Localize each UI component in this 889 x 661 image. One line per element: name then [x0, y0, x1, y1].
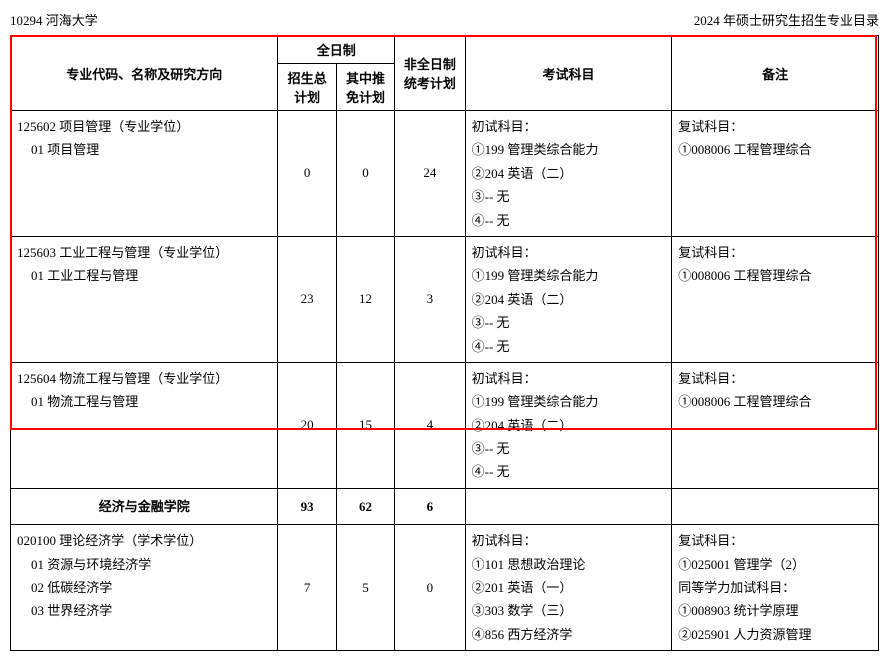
table-body: 125602 项目管理（专业学位）01 项目管理0024初试科目：①199 管理… [11, 111, 879, 651]
dept-row: 经济与金融学院93626 [11, 488, 879, 524]
direction-item: 03 世界经济学 [17, 599, 271, 622]
exam-cell: 初试科目：①199 管理类综合能力②204 英语（二）③-- 无④-- 无 [465, 236, 672, 362]
th-parttime: 非全日制统考计划 [395, 36, 466, 111]
note-cell: 复试科目：①008006 工程管理综合 [672, 236, 879, 362]
page-header: 10294 河海大学 2024 年硕士研究生招生专业目录 [10, 10, 879, 29]
plan-cell: 20 [278, 362, 336, 488]
rec-cell: 62 [336, 488, 394, 524]
direction-item: 01 工业工程与管理 [17, 264, 271, 287]
th-exam: 考试科目 [465, 36, 672, 111]
major-title: 125603 工业工程与管理（专业学位） [17, 245, 228, 260]
plan-cell: 0 [278, 111, 336, 237]
rec-cell: 0 [336, 111, 394, 237]
parttime-cell: 3 [395, 236, 466, 362]
exam-cell [465, 488, 672, 524]
plan-cell: 93 [278, 488, 336, 524]
table-row: 125604 物流工程与管理（专业学位） 01 物流工程与管理 20154初试科目：… [11, 362, 879, 488]
note-cell: 复试科目：①008006 工程管理综合 [672, 111, 879, 237]
th-rec: 其中推免计划 [336, 64, 394, 111]
th-major: 专业代码、名称及研究方向 [11, 36, 278, 111]
major-cell: 经济与金融学院 [11, 488, 278, 524]
major-cell: 125604 物流工程与管理（专业学位） 01 物流工程与管理 [11, 362, 278, 488]
major-cell: 125602 项目管理（专业学位） 01 项目管理 [11, 111, 278, 237]
rec-cell: 12 [336, 236, 394, 362]
table-head: 专业代码、名称及研究方向 全日制 非全日制统考计划 考试科目 备注 招生总计划 … [11, 36, 879, 111]
direction-item: 01 物流工程与管理 [17, 390, 271, 413]
catalog-table: 专业代码、名称及研究方向 全日制 非全日制统考计划 考试科目 备注 招生总计划 … [10, 35, 879, 651]
parttime-cell: 24 [395, 111, 466, 237]
major-title: 020100 理论经济学（学术学位） [17, 533, 202, 548]
header-left: 10294 河海大学 [10, 10, 98, 29]
table-row: 125603 工业工程与管理（专业学位） 01 工业工程与管理 23123初试科目：… [11, 236, 879, 362]
exam-cell: 初试科目：①199 管理类综合能力②204 英语（二）③-- 无④-- 无 [465, 111, 672, 237]
parttime-cell: 6 [395, 488, 466, 524]
th-fulltime: 全日制 [278, 36, 395, 64]
direction-item: 01 项目管理 [17, 138, 271, 161]
exam-cell: 初试科目：①199 管理类综合能力②204 英语（二）③-- 无④-- 无 [465, 362, 672, 488]
page-container: 10294 河海大学 2024 年硕士研究生招生专业目录 专业代码、名称及研究方… [10, 10, 879, 651]
note-cell [672, 488, 879, 524]
header-right: 2024 年硕士研究生招生专业目录 [694, 10, 879, 29]
parttime-cell: 4 [395, 362, 466, 488]
plan-cell: 23 [278, 236, 336, 362]
note-cell: 复试科目：①008006 工程管理综合 [672, 362, 879, 488]
major-title: 125604 物流工程与管理（专业学位） [17, 371, 228, 386]
direction-item: 01 资源与环境经济学 [17, 553, 271, 576]
major-cell: 125603 工业工程与管理（专业学位） 01 工业工程与管理 [11, 236, 278, 362]
th-plan: 招生总计划 [278, 64, 336, 111]
major-title: 125602 项目管理（专业学位） [17, 119, 189, 134]
rec-cell: 15 [336, 362, 394, 488]
th-note: 备注 [672, 36, 879, 111]
table-row: 125602 项目管理（专业学位）01 项目管理0024初试科目：①199 管理… [11, 111, 879, 237]
